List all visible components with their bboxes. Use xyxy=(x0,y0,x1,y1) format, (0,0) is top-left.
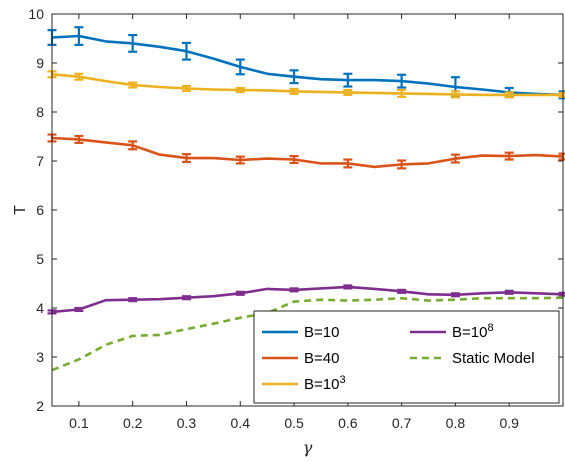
series-line xyxy=(51,136,564,169)
error-bar xyxy=(397,159,407,170)
error-bar xyxy=(504,91,514,99)
error-bar xyxy=(181,153,191,164)
legend: B=10 B=40 B=103 B=108 Static Model xyxy=(253,310,560,404)
y-axis-label: T xyxy=(12,205,29,215)
error-bar xyxy=(128,33,138,53)
error-bar xyxy=(235,155,245,165)
series-4 xyxy=(51,296,564,372)
x-tick-label: 0.3 xyxy=(177,415,197,431)
error-bar xyxy=(343,284,353,290)
error-bar xyxy=(74,134,84,144)
series-line xyxy=(51,285,564,314)
legend-label: B=40 xyxy=(304,350,339,367)
error-bar xyxy=(235,58,245,76)
error-bar xyxy=(181,295,191,301)
error-bar xyxy=(289,155,299,165)
error-bar xyxy=(289,87,299,95)
error-bar xyxy=(181,41,191,61)
x-tick-label: 0.6 xyxy=(338,415,358,431)
error-bar xyxy=(74,72,84,81)
error-bar xyxy=(128,81,138,89)
x-tick-label: 0.2 xyxy=(123,415,143,431)
x-tick-label: 0.8 xyxy=(446,415,466,431)
y-tick-label: 4 xyxy=(36,300,44,316)
x-tick-label: 0.7 xyxy=(392,415,412,431)
error-bar xyxy=(235,290,245,296)
legend-item: B=103 xyxy=(262,374,346,393)
error-bar xyxy=(343,158,353,169)
x-tick-label: 0.5 xyxy=(284,415,304,431)
series-3 xyxy=(47,284,565,315)
legend-label: B=103 xyxy=(304,374,346,393)
legend-item: B=108 xyxy=(410,322,494,341)
x-axis-label: γ xyxy=(303,438,313,457)
legend-item: B=40 xyxy=(262,350,339,367)
y-tick-label: 8 xyxy=(36,104,44,120)
error-bar xyxy=(504,289,514,295)
error-bar xyxy=(128,140,138,151)
error-bar xyxy=(128,297,138,303)
error-bar xyxy=(289,287,299,293)
error-bar xyxy=(450,153,460,164)
legend-label: Static Model xyxy=(452,350,535,367)
error-bar xyxy=(397,73,407,89)
error-bar xyxy=(235,86,245,94)
error-bar xyxy=(450,90,460,99)
legend-label: B=108 xyxy=(452,322,494,341)
series-layer xyxy=(47,26,565,372)
y-tick-label: 6 xyxy=(36,202,44,218)
y-tick-label: 3 xyxy=(36,349,44,365)
error-bar xyxy=(289,69,299,85)
tick-layer: 0.1 0.2 0.3 0.4 0.5 0.6 0.7 0.8 0.9 2 3 4 5 6 7 8 9 10 xyxy=(28,6,563,431)
legend-box xyxy=(253,310,560,404)
y-tick-label: 2 xyxy=(36,398,44,414)
series-line xyxy=(51,73,563,97)
series-0 xyxy=(47,26,565,100)
y-tick-label: 10 xyxy=(28,6,44,22)
error-bar xyxy=(504,151,514,161)
series-line xyxy=(51,296,564,372)
error-bar xyxy=(181,84,191,93)
error-bar xyxy=(74,306,84,313)
error-bar xyxy=(397,88,407,98)
x-tick-label: 0.9 xyxy=(499,415,519,431)
error-bar xyxy=(343,72,353,88)
error-bar xyxy=(397,288,407,294)
error-bar xyxy=(343,88,353,96)
y-tick-label: 7 xyxy=(36,153,44,169)
legend-item: B=10 xyxy=(262,324,339,341)
x-tick-label: 0.1 xyxy=(69,415,89,431)
error-bar xyxy=(74,26,84,46)
x-tick-label: 0.4 xyxy=(231,415,251,431)
legend-label: B=10 xyxy=(304,324,339,341)
series-line xyxy=(51,34,564,97)
y-tick-label: 9 xyxy=(36,55,44,71)
error-bar xyxy=(450,292,460,298)
legend-item: Static Model xyxy=(410,350,535,367)
y-tick-label: 5 xyxy=(36,251,44,267)
